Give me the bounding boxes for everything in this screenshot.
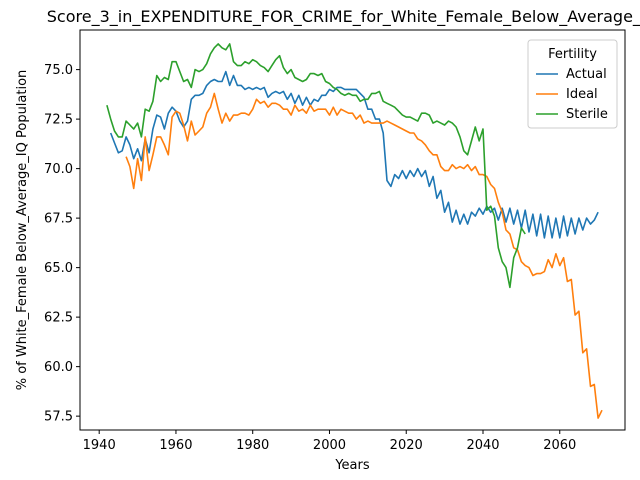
y-tick-label: 70.0 [44, 162, 73, 177]
legend-label: Actual [566, 67, 607, 82]
series-line-ideal [125, 92, 603, 419]
y-tick-label: 72.5 [44, 113, 73, 128]
y-tick-label: 65.0 [44, 261, 73, 276]
x-tick-label: 2000 [313, 438, 346, 453]
series-line-sterile [106, 43, 526, 289]
legend-box [527, 39, 618, 129]
x-axis-label: Years [334, 458, 370, 473]
legend-label: Sterile [566, 107, 608, 122]
y-tick-label: 75.0 [44, 63, 73, 78]
axes-frame [79, 29, 626, 431]
series-line-actual [109, 70, 599, 239]
x-tick-label: 2020 [390, 438, 423, 453]
x-tick-label: 1940 [83, 438, 116, 453]
legend-label: Ideal [566, 87, 598, 102]
y-tick-label: 67.5 [44, 212, 73, 227]
y-tick-label: 60.0 [44, 360, 73, 375]
y-tick-label: 57.5 [44, 410, 73, 425]
chart-title: Score_3_in_EXPENDITURE_FOR_CRIME_for_Whi… [47, 7, 640, 27]
x-tick-label: 1960 [159, 438, 192, 453]
axis-ticks: 1940 1960 1980 2000 2020 2040 2060 57.5 60.0 62.5… [44, 63, 576, 453]
legend-title: Fertility [548, 47, 597, 62]
legend: Fertility Actual Ideal Sterile [527, 39, 618, 129]
x-tick-label: 2060 [543, 438, 576, 453]
y-axis-label: % of White_Female Below_Average_IQ Popul… [15, 70, 30, 391]
legend-items: Actual Ideal Sterile [536, 67, 608, 122]
x-tick-label: 1980 [236, 438, 269, 453]
y-tick-label: 62.5 [44, 311, 73, 326]
x-tick-label: 2040 [466, 438, 499, 453]
series-lines [106, 43, 603, 419]
